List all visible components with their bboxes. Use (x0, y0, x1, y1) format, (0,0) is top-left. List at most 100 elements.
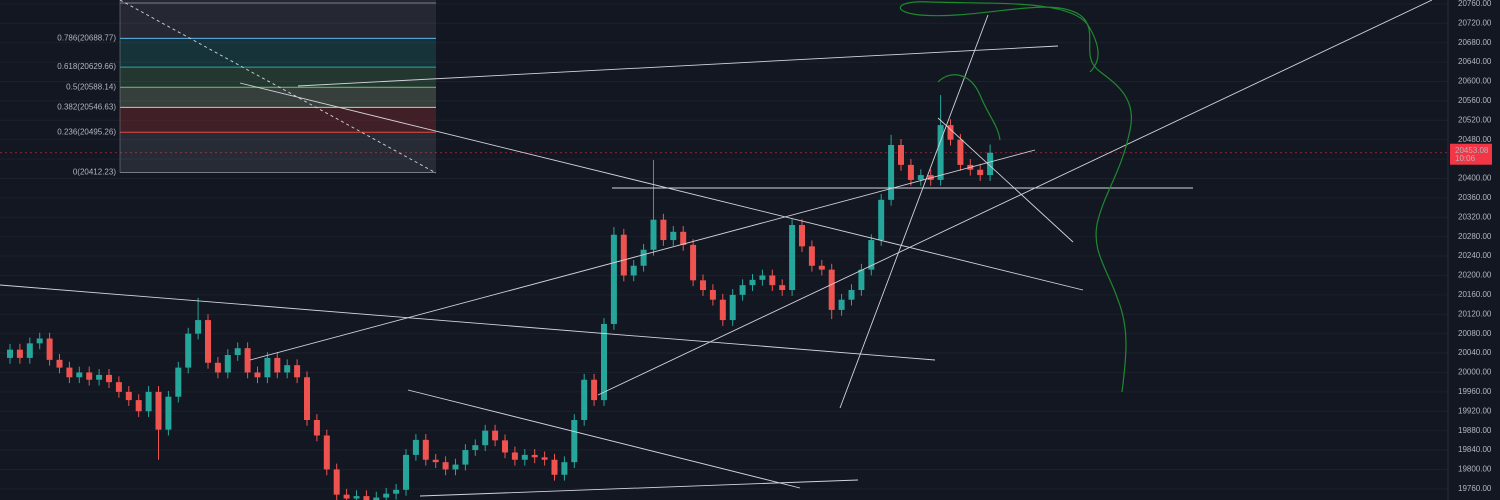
candle-body (26, 343, 33, 358)
candle-body (551, 459, 558, 475)
fib-label: 0(20412.23) (73, 168, 116, 177)
y-tick-label: 20360.00 (1458, 193, 1492, 202)
fib-label: 0.618(20629.66) (57, 62, 116, 71)
trend-line (239, 82, 1084, 291)
freehand-curve (899, 1, 1132, 393)
fib-band (120, 132, 436, 173)
candle-body (135, 400, 142, 412)
candle-body (541, 457, 548, 460)
candle-body (145, 391, 152, 412)
candle-body (680, 231, 687, 245)
candle-body (907, 164, 914, 180)
candle-body (977, 169, 984, 176)
axis-background (1448, 0, 1500, 500)
candle-body (700, 280, 706, 291)
candle-body (195, 320, 202, 334)
candle-body (729, 294, 736, 321)
candle-body (205, 320, 211, 363)
y-tick-label: 20640.00 (1458, 57, 1492, 66)
candle-body (224, 354, 231, 373)
candle-body (888, 145, 895, 200)
trend-line (0, 284, 936, 361)
candle-body (581, 379, 588, 420)
last-price-label: 20453.08 (1455, 146, 1489, 155)
candle-body (561, 462, 568, 475)
fib-label: 0.382(20546.63) (57, 102, 116, 111)
freehand-curve (937, 74, 1001, 141)
candle-body (571, 419, 578, 463)
fib-label: 0.5(20588.14) (66, 82, 116, 91)
candle-body (284, 365, 291, 373)
trend-line (839, 14, 989, 409)
y-tick-label: 20000.00 (1458, 368, 1492, 377)
candle-body (947, 125, 954, 140)
y-tick-label: 19800.00 (1458, 465, 1492, 474)
candle-body (7, 349, 13, 358)
candle-body (630, 265, 637, 276)
candle-body (432, 459, 439, 463)
trend-line (297, 45, 1059, 87)
candle-body (769, 275, 776, 286)
countdown-label: 10:06 (1455, 154, 1476, 163)
candle-body (442, 462, 449, 470)
candle-body (759, 275, 766, 280)
candle-body (640, 249, 647, 266)
y-tick-label: 20480.00 (1458, 135, 1492, 144)
candle-body (343, 494, 350, 499)
candle-body (155, 391, 162, 430)
candle-body (313, 419, 320, 436)
y-tick-label: 20520.00 (1458, 115, 1492, 124)
candle-body (789, 225, 796, 291)
candle-body (373, 497, 380, 500)
candle-body (660, 219, 667, 241)
candle-body (690, 244, 697, 281)
y-tick-label: 19960.00 (1458, 387, 1492, 396)
candle-body (294, 365, 301, 378)
y-tick-label: 20400.00 (1458, 174, 1492, 183)
candle-body (709, 290, 716, 300)
candle-body (610, 234, 617, 324)
candle-body (333, 469, 340, 495)
trend-line (597, 0, 1433, 396)
y-tick-label: 20120.00 (1458, 309, 1492, 318)
y-tick-label: 19880.00 (1458, 426, 1492, 435)
candle-body (898, 145, 904, 165)
candle-body (323, 435, 330, 470)
fib-band (120, 107, 436, 133)
trend-line (407, 389, 801, 489)
trend-line (249, 149, 1036, 361)
candle-body (521, 454, 528, 460)
y-tick-label: 20320.00 (1458, 212, 1492, 221)
y-tick-label: 19920.00 (1458, 406, 1492, 415)
candle-body (165, 396, 172, 430)
y-tick-label: 20040.00 (1458, 348, 1492, 357)
candle-body (106, 374, 112, 383)
last-price-box (1450, 143, 1492, 165)
candle-body (56, 359, 63, 368)
fib-label: 0.236(20495.26) (57, 127, 116, 136)
candle-body (383, 493, 390, 498)
candle-body (620, 234, 627, 276)
candle-body (452, 464, 459, 470)
price-axis: 19760.00 19800.00 19840.00 19880.00 19920.00… (1447, 0, 1500, 500)
candle-body (16, 349, 23, 358)
trend-line (419, 479, 859, 497)
candle-body (185, 333, 192, 368)
candle-body (393, 489, 400, 494)
candle-body (254, 372, 261, 378)
y-tick-label: 20760.00 (1458, 0, 1492, 8)
candle-body (462, 450, 469, 465)
fib-band (120, 0, 436, 39)
candle-body (264, 357, 271, 378)
candle-body (422, 439, 429, 460)
fib-diagonal (119, 0, 437, 174)
candle-body (779, 285, 786, 291)
candle-body (878, 199, 885, 241)
candle-body (739, 285, 746, 295)
candle-body (403, 454, 409, 490)
candle-body (838, 299, 845, 310)
candle-body (868, 240, 875, 270)
candle-body (917, 175, 924, 180)
